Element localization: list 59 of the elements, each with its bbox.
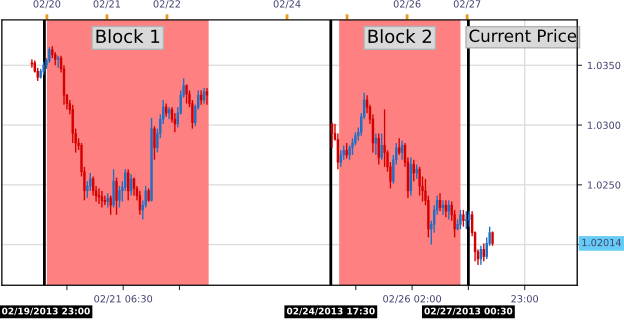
band-label: Block 1 (96, 29, 160, 44)
x2-tick-label: 02/26 (394, 0, 420, 8)
candlestick (378, 132, 380, 166)
candlestick (398, 138, 400, 156)
band-label: Block 2 (368, 29, 432, 44)
candlestick (126, 168, 130, 202)
candlestick (459, 209, 462, 230)
x2-tick-label: 02/22 (154, 0, 180, 8)
candlestick (491, 230, 494, 246)
x2-tick-label: 02/24 (274, 0, 300, 8)
candlestick (400, 140, 404, 160)
y-tick-label: 1.0300 (588, 122, 620, 129)
ref-line-label: 02/27/2013 00:30 (424, 308, 512, 316)
candlestick (130, 173, 132, 196)
candlestick (147, 188, 150, 202)
candlestick (442, 200, 444, 216)
ref-line-label: 02/19/2013 23:00 (2, 308, 90, 316)
candlestick (100, 190, 104, 208)
candlestick (374, 132, 378, 156)
candlestick (468, 210, 470, 228)
candlestick (465, 210, 468, 230)
candlestick (185, 84, 188, 104)
candlestick (42, 61, 45, 76)
candlestick (380, 132, 383, 160)
candlestick (330, 122, 334, 148)
ref-line-label: 02/24/2013 17:30 (286, 308, 375, 316)
candlestick (340, 149, 342, 168)
annotation: Current Price (469, 29, 576, 42)
candlestick (138, 190, 142, 216)
candlestick (202, 87, 206, 104)
x2-tick-label: 02/27 (454, 0, 480, 8)
candlestick (415, 164, 418, 180)
candlestick (153, 126, 156, 160)
candlestick (462, 209, 465, 228)
text: 1.02014 (582, 238, 622, 246)
candlestick (104, 194, 106, 206)
x-tick-label: 02/26 02:00 (383, 295, 442, 304)
candlestick (106, 192, 109, 208)
candlestick (112, 168, 115, 208)
candlestick (168, 106, 170, 120)
candlestick (482, 242, 486, 262)
candlestick (448, 200, 450, 220)
candlestick (383, 108, 386, 168)
candlestick (345, 142, 348, 160)
candlestick (200, 90, 202, 106)
x-tick-label: 23:00 (511, 295, 538, 302)
y-tick-label: 1.0250 (588, 181, 620, 189)
candlestick (132, 176, 136, 196)
candlestick (480, 245, 482, 266)
candlestick (109, 194, 112, 216)
candlestick (444, 200, 448, 218)
x2-tick-label: 02/20 (34, 0, 60, 8)
y-tick-label: 1.0350 (588, 62, 620, 70)
x-tick-label: 02/21 06:30 (94, 295, 152, 304)
candlestick (438, 192, 442, 212)
candlestick (164, 102, 168, 118)
candlestick (118, 185, 121, 208)
candlestick (412, 159, 415, 182)
x2-tick-label: 02/21 (94, 0, 120, 8)
